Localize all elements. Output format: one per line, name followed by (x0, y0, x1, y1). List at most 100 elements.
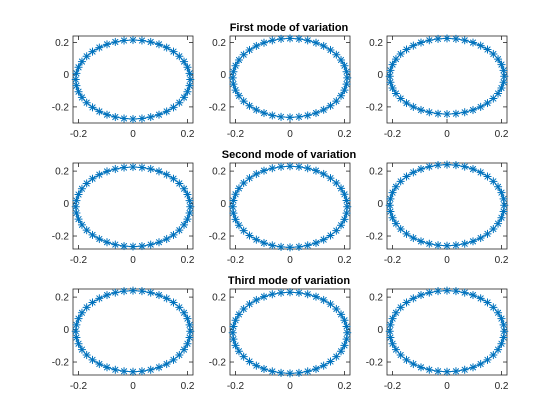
y-tick-label: 0 (220, 325, 226, 336)
data-point (425, 288, 434, 297)
data-point (228, 202, 237, 211)
data-point (340, 215, 349, 224)
data-point (391, 345, 401, 354)
data-point (332, 226, 341, 235)
data-point (234, 184, 244, 193)
data-point (388, 213, 397, 222)
data-point (231, 190, 240, 199)
data-point (468, 363, 478, 372)
data-point (402, 98, 411, 108)
data-point (402, 355, 411, 364)
data-point (416, 164, 426, 174)
y-tick-label: 0 (377, 325, 383, 336)
data-point (451, 241, 461, 250)
data-point (162, 170, 171, 179)
data-point (128, 242, 138, 251)
data-point (433, 34, 443, 43)
data-point (386, 333, 395, 342)
y-tick-label: 0.2 (212, 38, 226, 49)
data-point (137, 36, 147, 45)
data-point (493, 89, 503, 98)
data-point (460, 162, 469, 171)
data-point (239, 178, 248, 188)
data-point (137, 114, 147, 123)
data-point (388, 83, 397, 93)
data-point (402, 229, 411, 238)
x-tick-label: 0 (287, 381, 293, 392)
data-point (185, 320, 194, 329)
data-point (386, 194, 395, 203)
data-point (303, 111, 312, 120)
data-point (332, 352, 341, 361)
data-point (183, 314, 192, 323)
data-point (252, 295, 261, 305)
data-point (268, 290, 277, 299)
data-point (326, 101, 335, 110)
subplot-row1-col2: -0.2 0 0.2 -0.2 0 0.2 (209, 34, 352, 140)
data-point (95, 359, 104, 369)
data-point (285, 288, 295, 297)
data-point (154, 363, 164, 372)
x-tick-label: -0.2 (227, 255, 245, 266)
x-tick-label: 0.2 (495, 255, 509, 266)
data-point (119, 367, 129, 376)
data-point (483, 98, 492, 108)
data-point (71, 75, 80, 84)
data-point (95, 294, 104, 303)
data-point (239, 96, 248, 106)
data-point (451, 287, 461, 296)
data-point (259, 292, 269, 301)
data-point (72, 81, 81, 90)
data-point (391, 219, 401, 228)
data-point (385, 72, 394, 81)
data-point (497, 60, 506, 69)
data-point (319, 105, 328, 114)
data-point (499, 78, 508, 87)
y-tick-label: 0 (220, 70, 226, 81)
x-tick-label: 0 (130, 381, 136, 392)
data-point (489, 303, 498, 312)
data-point (476, 359, 485, 369)
data-point (396, 224, 405, 234)
data-point (442, 110, 452, 119)
data-point (239, 352, 248, 361)
data-point (239, 226, 248, 235)
data-point (231, 316, 240, 325)
data-point (186, 327, 195, 336)
data-point (234, 91, 244, 100)
data-point (137, 241, 147, 251)
data-point (332, 50, 341, 59)
data-point (294, 34, 304, 44)
data-point (245, 45, 254, 55)
data-point (460, 108, 469, 117)
data-point (342, 322, 351, 331)
data-point (179, 184, 189, 193)
data-point (340, 61, 349, 70)
data-point (451, 109, 461, 118)
data-point (433, 109, 443, 118)
data-point (102, 40, 112, 49)
data-point (154, 167, 164, 176)
data-point (77, 220, 87, 229)
data-point (74, 190, 83, 199)
data-point (311, 108, 321, 118)
data-point (319, 361, 328, 370)
data-point (74, 339, 83, 348)
data-point (128, 114, 138, 124)
data-point (154, 238, 164, 247)
data-point (119, 114, 129, 123)
data-point (231, 85, 240, 95)
data-point (72, 208, 81, 218)
subplot-row1-col1: -0.2 0 0.2 -0.2 0 0.2 (52, 35, 195, 140)
data-point (311, 292, 321, 301)
data-point (88, 47, 97, 56)
data-point (179, 93, 189, 102)
data-point (489, 177, 498, 186)
data-point (342, 67, 351, 76)
subplot-row3-col2: -0.2 0 0.2 -0.2 0 0.2 (209, 288, 352, 392)
data-point (319, 235, 328, 244)
data-point (499, 66, 508, 75)
data-point (245, 101, 254, 110)
data-point (391, 89, 401, 98)
